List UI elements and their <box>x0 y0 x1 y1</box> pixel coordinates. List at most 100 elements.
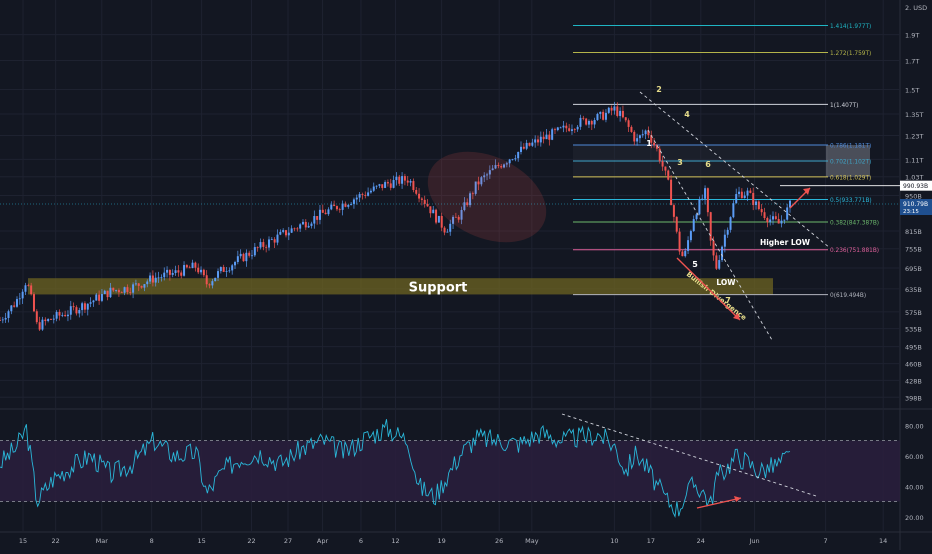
price-tick-label: 1.7T <box>905 57 919 65</box>
time-tick-label: 22 <box>247 537 255 545</box>
candle-body <box>723 234 726 247</box>
candle-body <box>740 191 743 199</box>
candle-body <box>452 216 455 224</box>
candle-body <box>469 193 472 206</box>
candle-body <box>225 271 228 272</box>
candle-body <box>100 294 103 301</box>
candle-body <box>701 198 704 200</box>
candle-body <box>406 180 409 183</box>
time-tick-label: Mar <box>96 537 109 545</box>
candle-body <box>174 270 177 273</box>
candle-body <box>185 265 188 268</box>
candle-body <box>709 212 712 241</box>
candle-body <box>163 272 166 278</box>
candle-body <box>777 218 780 224</box>
candle-body <box>1 319 4 321</box>
price-tick-label: 815B <box>905 228 922 236</box>
candle-body <box>684 250 687 257</box>
candle-body <box>437 215 440 223</box>
candle-body <box>763 212 766 219</box>
candle-body <box>197 267 200 273</box>
candle-body <box>10 305 13 312</box>
candle-body <box>760 209 763 213</box>
candle-body <box>539 136 542 143</box>
candle-body <box>183 265 186 276</box>
candle-body <box>333 204 336 207</box>
candle-body <box>293 228 296 230</box>
candle-body <box>641 134 644 136</box>
candle-body <box>208 284 211 286</box>
candle-body <box>780 220 783 224</box>
candle-body <box>30 285 33 295</box>
candle-body <box>13 305 16 307</box>
candle-body <box>262 242 265 247</box>
time-tick-label: 19 <box>437 537 445 545</box>
candle-body <box>661 161 664 167</box>
current-price-tag <box>900 180 932 191</box>
wave-label: 4 <box>684 110 690 119</box>
wave-label: 2 <box>656 85 662 94</box>
candle-body <box>49 319 52 320</box>
candle-body <box>616 106 619 116</box>
price-tick-label: 950B <box>905 192 922 200</box>
candle-body <box>755 201 758 206</box>
candle-body <box>132 284 135 293</box>
candle-body <box>307 225 310 228</box>
price-tick-label: 695B <box>905 265 922 273</box>
candle-body <box>211 281 214 286</box>
candle-body <box>103 290 106 295</box>
candle-body <box>491 168 494 171</box>
candle-body <box>171 272 174 275</box>
candle-body <box>559 127 562 129</box>
candle-body <box>228 270 231 272</box>
candle-body <box>636 138 639 142</box>
divergence-price-arrow <box>676 257 741 321</box>
rsi-trendline <box>561 413 817 497</box>
candle-body <box>503 164 506 168</box>
candle-body <box>251 255 254 257</box>
price-tick-label: 535B <box>905 326 922 334</box>
candle-body <box>630 126 633 132</box>
candle-body <box>64 314 67 317</box>
candle-body <box>146 281 149 285</box>
candle-body <box>273 239 276 243</box>
low-label: LOW <box>716 278 736 287</box>
candle-body <box>35 311 38 323</box>
candle-body <box>511 159 514 161</box>
candle-body <box>344 203 347 207</box>
candle-body <box>619 110 622 116</box>
consolidation-ellipse <box>427 151 547 243</box>
candle-body <box>350 203 353 205</box>
candle-body <box>536 139 539 143</box>
arrowhead <box>734 496 741 502</box>
candle-body <box>718 260 721 269</box>
candle-body <box>347 204 350 207</box>
candle-body <box>525 142 528 149</box>
candle-body <box>692 219 695 232</box>
candle-body <box>395 176 398 181</box>
higher-low-label: Higher LOW <box>760 238 811 247</box>
candle-body <box>401 176 404 184</box>
candle-body <box>378 184 381 186</box>
time-tick-label: 12 <box>391 537 399 545</box>
candle-body <box>483 175 486 178</box>
price-tick-label: 460B <box>905 361 922 369</box>
candle-body <box>123 287 126 293</box>
candle-body <box>443 227 446 233</box>
candle-body <box>352 199 355 204</box>
divergence-rsi-arrow <box>696 497 742 509</box>
candle-body <box>318 209 321 220</box>
candle-body <box>234 262 237 266</box>
candle-body <box>752 192 755 206</box>
fib-label: 0.702(1.102T) <box>830 160 871 166</box>
candle-body <box>698 199 701 215</box>
candle-body <box>375 185 378 187</box>
candle-body <box>327 209 330 215</box>
candle-body <box>505 163 508 165</box>
arrowhead <box>733 313 740 320</box>
candle-body <box>86 303 89 310</box>
candle-body <box>358 194 361 198</box>
candle-body <box>52 318 55 320</box>
candle-body <box>647 130 650 136</box>
